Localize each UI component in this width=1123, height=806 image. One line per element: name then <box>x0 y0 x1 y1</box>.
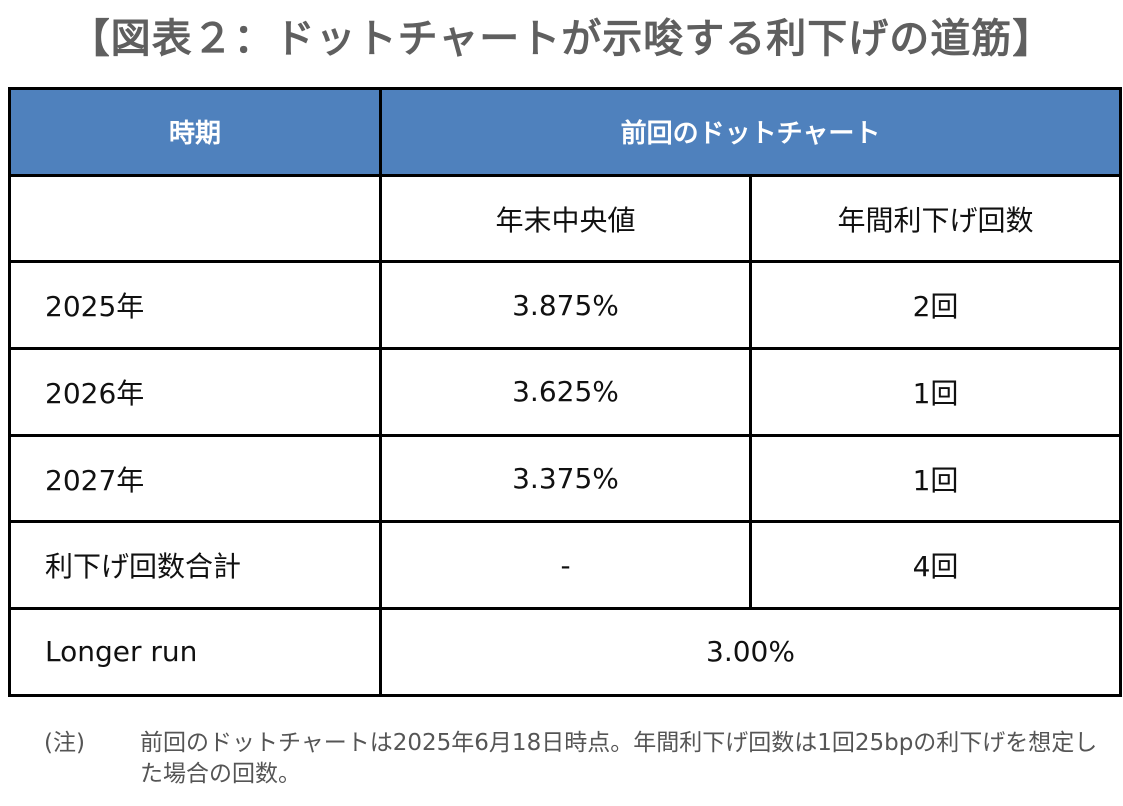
row-period: 2027年 <box>8 433 382 524</box>
subheader-median: 年末中央値 <box>379 173 752 264</box>
row-cuts: 4回 <box>749 520 1122 611</box>
table-row: 2027年 3.375% 1回 <box>8 433 1122 524</box>
dot-chart-table: 時期 前回のドットチャート 年末中央値 年間利下げ回数 2025年 3.875%… <box>8 87 1122 697</box>
row-median: 3.875% <box>379 260 752 351</box>
row-median: - <box>379 520 752 611</box>
row-median: 3.375% <box>379 433 752 524</box>
row-period: 利下げ回数合計 <box>8 520 382 611</box>
header-period: 時期 <box>8 87 382 177</box>
subheader-row: 年末中央値 年間利下げ回数 <box>8 173 1122 264</box>
subheader-cuts: 年間利下げ回数 <box>749 173 1122 264</box>
row-period: 2026年 <box>8 347 382 437</box>
longer-run-value: 3.00% <box>379 607 1122 697</box>
table-row-total: 利下げ回数合計 - 4回 <box>8 520 1122 611</box>
row-period: Longer run <box>8 607 382 697</box>
table-row: 2025年 3.875% 2回 <box>8 260 1122 351</box>
header-previous-dot-chart: 前回のドットチャート <box>379 87 1122 177</box>
row-period: 2025年 <box>8 260 382 351</box>
row-median: 3.625% <box>379 347 752 437</box>
subheader-period <box>8 173 382 264</box>
table-row: 2026年 3.625% 1回 <box>8 347 1122 437</box>
row-cuts: 1回 <box>749 433 1122 524</box>
figure-title: 【図表２：ドットチャートが示唆する利下げの道筋】 <box>69 16 1054 62</box>
table-row-longer-run: Longer run 3.00% <box>8 607 1122 697</box>
row-cuts: 2回 <box>749 260 1122 351</box>
footnote-text: 前回のドットチャートは2025年6月18日時点。年間利下げ回数は1回25bpの利… <box>140 730 1098 787</box>
footnote-label: (注) <box>44 730 85 756</box>
header-row: 時期 前回のドットチャート <box>8 87 1122 177</box>
row-cuts: 1回 <box>749 347 1122 437</box>
